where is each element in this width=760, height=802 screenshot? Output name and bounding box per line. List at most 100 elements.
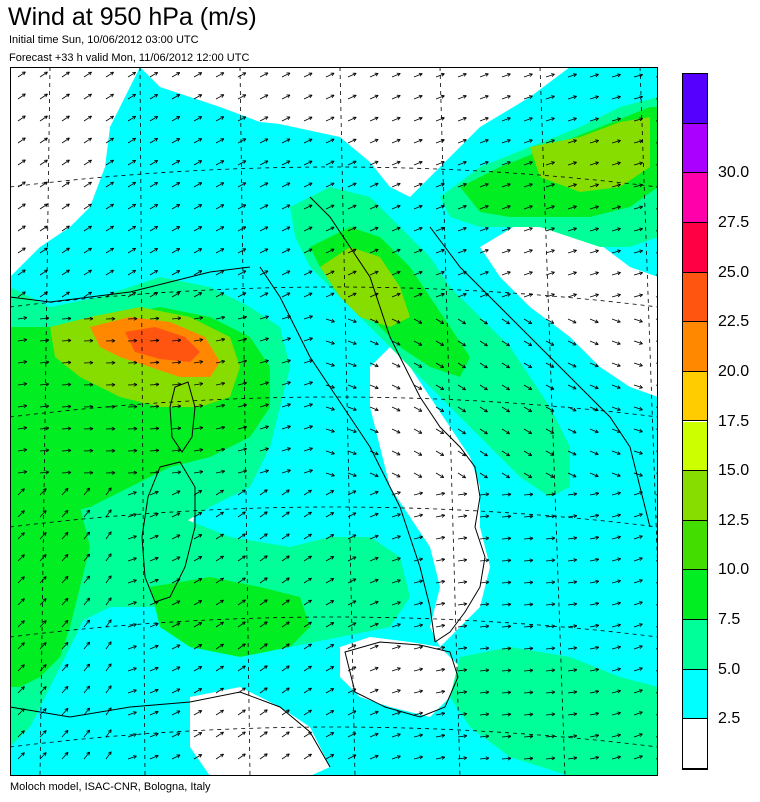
wind-arrow-shaft [347, 732, 357, 738]
wind-arrow-shaft [545, 537, 555, 540]
wind-arrow-shaft [457, 73, 467, 78]
wind-arrow-head [573, 624, 578, 629]
wind-arrow-head [176, 204, 181, 208]
wind-arrow-head [595, 161, 599, 166]
wind-arrow-shaft [259, 621, 268, 628]
wind-arrow-shaft [259, 316, 269, 320]
wind-arrow-head [308, 138, 313, 143]
wind-arrow-head [20, 488, 25, 493]
wind-arrow-shaft [149, 72, 158, 78]
wind-arrow-shaft [171, 204, 180, 210]
wind-arrow-head [155, 382, 160, 387]
wind-arrow-head [20, 708, 25, 713]
wind-arrow-shaft [237, 489, 246, 496]
wind-arrow-shaft [413, 249, 423, 254]
wind-arrow-shaft [589, 384, 599, 389]
wind-arrow-shaft [281, 555, 290, 562]
wind-arrow-shaft [567, 117, 577, 122]
wind-arrow-head [21, 159, 26, 164]
wind-arrow-head [551, 183, 555, 187]
wind-arrow-shaft [369, 535, 379, 540]
wind-arrow-shaft [193, 94, 202, 100]
wind-arrow-head [529, 690, 534, 695]
legend-tick-label: 5.0 [718, 660, 741, 678]
wind-arrow-head [330, 666, 335, 670]
wind-arrow-head [352, 451, 357, 455]
wind-arrow-shaft [61, 428, 72, 430]
wind-arrow-shaft [611, 624, 621, 628]
wind-arrow-head [374, 160, 379, 165]
wind-arrow-shaft [501, 472, 510, 479]
wind-arrow-head [440, 270, 445, 275]
legend-color-cell [683, 719, 707, 769]
wind-arrow-shaft [479, 625, 489, 628]
wind-arrow-head [484, 95, 489, 99]
wind-arrow-head [352, 407, 357, 411]
legend-color-cell [683, 669, 707, 720]
wind-arrow-shaft [369, 689, 379, 694]
wind-arrow-head [243, 359, 247, 364]
wind-arrow-head [638, 667, 643, 671]
wind-arrow-shaft [61, 362, 72, 364]
wind-arrow-shaft [347, 688, 357, 694]
wind-arrow-shaft [39, 405, 49, 408]
wind-arrow-head [331, 473, 335, 477]
wind-arrow-shaft [149, 471, 160, 474]
wind-arrow-shaft [567, 450, 577, 456]
wind-map [10, 67, 658, 776]
wind-arrow-shaft [545, 647, 555, 650]
legend-tick-label: 17.5 [718, 412, 750, 430]
wind-arrow-head [198, 94, 203, 98]
wind-arrow-head [86, 575, 91, 580]
wind-arrow-shaft [83, 729, 91, 738]
wind-arrow-shaft [39, 225, 48, 232]
wind-arrow-shaft [215, 138, 225, 144]
wind-arrow-shaft [17, 317, 27, 320]
wind-arrow-shaft [17, 620, 25, 628]
wind-arrow-head [506, 161, 511, 165]
wind-arrow-shaft [171, 226, 180, 232]
wind-arrow-head [199, 426, 204, 430]
wind-arrow-shaft [633, 250, 643, 254]
wind-arrow-head [198, 182, 203, 186]
wind-arrow-shaft [303, 489, 312, 496]
wind-arrow-head [330, 754, 335, 758]
wind-arrow-head [396, 292, 401, 297]
wind-arrow-head [616, 451, 621, 455]
wind-arrow-head [107, 531, 112, 536]
wind-arrow-shaft [633, 623, 643, 628]
wind-arrow-head [573, 514, 578, 519]
wind-arrow-shaft [523, 406, 532, 412]
wind-arrow-head [64, 553, 69, 558]
wind-arrow-shaft [17, 115, 26, 122]
wind-arrow-shaft [149, 623, 159, 628]
grid-parallel [10, 286, 658, 308]
wind-arrow-head [67, 470, 72, 475]
wind-arrow-head [21, 247, 26, 252]
legend-tick-label: 22.5 [718, 313, 750, 331]
wind-arrow-head [176, 248, 181, 252]
wind-arrow-head [506, 320, 510, 325]
land-tunisia-white [190, 687, 330, 776]
wind-arrow-shaft [215, 555, 224, 562]
wind-arrow-shaft [39, 510, 47, 518]
wind-arrow-head [331, 407, 335, 411]
wind-arrow-shaft [171, 405, 181, 408]
legend-tick-label: 30.0 [718, 164, 750, 182]
wind-arrow-head [617, 73, 621, 78]
wind-arrow-shaft [567, 493, 577, 496]
wind-arrow-head [374, 600, 379, 605]
wind-arrow-shaft [61, 554, 69, 562]
wind-arrow-head [155, 338, 160, 343]
wind-arrow-head [89, 316, 94, 321]
wind-arrow-shaft [589, 250, 599, 254]
wind-arrow-shaft [633, 689, 643, 694]
land-italy-white [370, 347, 490, 647]
wind-arrow-head [330, 710, 335, 714]
wind-arrow-head [595, 601, 600, 606]
wind-arrow-head [241, 533, 246, 538]
wind-arrow-shaft [281, 248, 291, 254]
wind-arrow-head [86, 641, 91, 646]
coastline-balkans [429, 226, 651, 528]
wind-arrow-head [639, 117, 643, 122]
